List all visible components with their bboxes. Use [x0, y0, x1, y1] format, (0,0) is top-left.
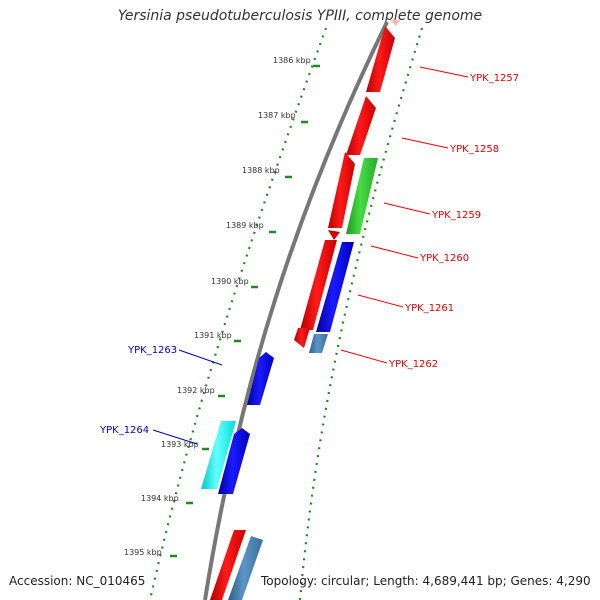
kbp-tick-label: 1394 kbp — [141, 494, 179, 503]
gene-ypk-1264-blue[interactable] — [218, 428, 250, 494]
callout-line — [401, 137, 449, 149]
callout-line — [357, 294, 404, 308]
gene-label-ypk-1262[interactable]: YPK_1262 — [388, 359, 438, 370]
gene-ypk-1260-tip[interactable] — [328, 230, 340, 240]
gene-ypk-1262-red[interactable] — [294, 328, 310, 348]
inner-track-guide — [148, 27, 328, 600]
kbp-ticks: 1386 kbp 1387 kbp 1388 kbp 1389 kbp 1390… — [124, 56, 320, 558]
gene-ypk-1257[interactable] — [366, 26, 395, 92]
genome-summary: Topology: circular; Length: 4,689,441 bp… — [261, 574, 591, 588]
gene-label-ypk-1261[interactable]: YPK_1261 — [404, 303, 454, 314]
accession-label: Accession: NC_010465 — [9, 574, 146, 588]
kbp-tick-label: 1395 kbp — [124, 548, 162, 557]
gene-ypk-1261[interactable] — [316, 242, 354, 332]
gene-ypk-1264[interactable] — [201, 421, 236, 489]
gene-label-ypk-1257[interactable]: YPK_1257 — [469, 73, 519, 84]
gene-ypk-1260[interactable] — [328, 152, 355, 228]
gene-label-ypk-1263[interactable]: YPK_1263 — [127, 345, 177, 356]
gene-label-ypk-1258[interactable]: YPK_1258 — [449, 144, 499, 155]
gene-callouts — [152, 66, 469, 445]
gene-ypk-1258[interactable] — [346, 96, 376, 155]
kbp-tick-label: 1392 kbp — [177, 386, 215, 395]
callout-line — [152, 429, 198, 445]
gene-ypk-1260-body[interactable] — [300, 240, 337, 330]
kbp-tick-label: 1386 kbp — [273, 56, 311, 65]
gene-bottom-steel[interactable] — [228, 536, 263, 600]
callout-line — [370, 245, 419, 259]
reverse-strand-track — [201, 352, 274, 494]
gene-label-ypk-1264[interactable]: YPK_1264 — [99, 425, 149, 436]
kbp-tick-label: 1387 kbp — [258, 111, 296, 120]
callout-line — [178, 349, 223, 366]
gene-labels: YPK_1257 YPK_1258 YPK_1259 YPK_1260 YPK_… — [99, 73, 519, 436]
genome-backbone — [203, 21, 389, 600]
callout-line — [383, 202, 431, 215]
kbp-tick-label: 1393 kbp — [161, 440, 199, 449]
gene-label-ypk-1259[interactable]: YPK_1259 — [431, 210, 481, 221]
kbp-tick-label: 1388 kbp — [242, 166, 280, 175]
kbp-tick-label: 1390 kbp — [211, 277, 249, 286]
callout-line — [340, 349, 388, 364]
gene-ypk-1259[interactable] — [346, 158, 378, 234]
gene-top-fragment — [390, 20, 400, 26]
gene-bottom-red[interactable] — [210, 530, 246, 600]
kbp-tick-label: 1389 kbp — [226, 221, 264, 230]
callout-line — [419, 66, 469, 78]
kbp-tick-label: 1391 kbp — [194, 331, 232, 340]
gene-ypk-1262[interactable] — [309, 334, 328, 353]
gene-ypk-1263[interactable] — [247, 352, 274, 405]
forward-strand-track — [210, 20, 400, 600]
gene-label-ypk-1260[interactable]: YPK_1260 — [419, 253, 469, 264]
